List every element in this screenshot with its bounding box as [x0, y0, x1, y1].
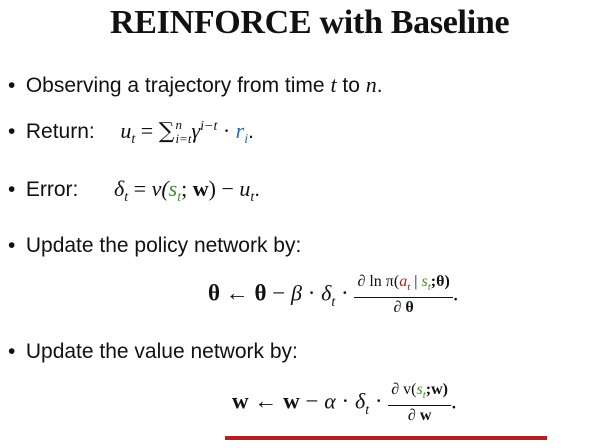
math-dot: · [335, 280, 355, 306]
numerator-prefix: ∂ ln π( [357, 273, 400, 290]
math-close-minus: ) − [208, 176, 240, 201]
math-w: w [192, 176, 209, 201]
bullet-dot: • [8, 74, 16, 97]
math-theta: θ [208, 280, 221, 306]
bullet-text-to: to [336, 74, 366, 97]
math-dot: · [369, 388, 389, 414]
math-w: w [283, 388, 300, 414]
math-arrow: ← [220, 280, 255, 306]
period: . [376, 74, 383, 97]
math-delta-sub: t [365, 402, 370, 418]
sum-symbol: ∑ [158, 119, 175, 144]
math-s-sub: t [427, 281, 431, 294]
fraction-numerator: ∂ v(st;w) [388, 380, 451, 405]
math-s: s [416, 381, 423, 398]
bullet-label: Return: [25, 120, 95, 143]
math-alpha: α [324, 388, 336, 414]
numerator-w: ;w) [425, 381, 449, 398]
math-dot: · [335, 388, 355, 414]
math-gamma-exp: i−t [200, 119, 218, 134]
math-delta-sub: t [331, 294, 336, 310]
sum-limits: n i=t [175, 118, 191, 146]
math-a-sub: t [407, 281, 411, 294]
math-gamma: γ [191, 118, 201, 143]
bullet-text: Observing a trajectory from time [25, 74, 331, 97]
math-equals: = [135, 118, 159, 143]
math-u-sub: t [250, 190, 255, 206]
math-delta: δ [114, 176, 125, 201]
math-r-sub: i [244, 132, 249, 148]
slide-title: REINFORCE with Baseline [110, 4, 510, 41]
period: . [451, 388, 457, 414]
math-dot: · [217, 118, 236, 143]
bullet-trajectory: • Observing a trajectory from time t to … [8, 72, 383, 98]
bullet-dot: • [8, 340, 16, 363]
math-u: u [239, 176, 251, 201]
value-gradient-fraction: ∂ v(st;w) ∂ w [388, 380, 452, 426]
bullet-dot: • [8, 234, 16, 257]
math-minus: − [266, 280, 292, 306]
fraction-denominator: ∂ θ [393, 299, 414, 317]
math-s: s [168, 176, 178, 201]
math-u: u [120, 118, 132, 143]
bullet-value-update: • Update the value network by: [8, 340, 298, 364]
sum-lower: i=t [175, 131, 192, 146]
math-s-sub: t [422, 389, 426, 402]
math-t: t [330, 72, 337, 97]
bullet-return: • Return: ut = ∑ n i=t γi−t · ri. [8, 118, 254, 148]
math-arrow: ← [248, 388, 284, 414]
math-semicolon: ; [181, 176, 193, 201]
period: . [248, 120, 254, 143]
math-w: w [232, 388, 249, 414]
math-delta: δ [321, 280, 332, 306]
math-equals: = [128, 176, 152, 201]
math-s-sub: t [177, 190, 182, 206]
policy-update-equation: θ ← θ − β · δt · ∂ ln π(at | st;θ) ∂ θ. [208, 272, 459, 318]
fraction-bar [388, 405, 452, 407]
numerator-theta: ;θ) [430, 273, 450, 290]
math-delta-sub: t [124, 190, 129, 206]
fraction-numerator: ∂ ln π(at | st;θ) [354, 272, 452, 297]
bullet-label: Error: [25, 178, 79, 201]
fraction-denominator: ∂ w [407, 407, 432, 425]
bullet-dot: • [8, 178, 16, 201]
math-theta: θ [254, 280, 267, 306]
policy-gradient-fraction: ∂ ln π(at | st;θ) ∂ θ [354, 272, 453, 318]
period: . [254, 178, 261, 201]
sum-upper: n [175, 117, 182, 132]
bullet-text: Update the value network by: [25, 340, 298, 363]
math-n: n [365, 72, 377, 97]
math-given: | [410, 273, 422, 290]
bullet-error: • Error: δt = v(st; w) − ut. [8, 176, 260, 206]
math-delta: δ [354, 388, 366, 414]
numerator-prefix: ∂ v( [391, 381, 417, 398]
math-minus: − [299, 388, 325, 414]
bullet-dot: • [8, 120, 16, 143]
bullet-policy-update: • Update the policy network by: [8, 234, 301, 258]
period: . [452, 280, 459, 306]
bullet-text: Update the policy network by: [25, 234, 302, 257]
math-r: r [235, 118, 245, 143]
math-s: s [421, 273, 428, 290]
math-beta: β [291, 280, 302, 306]
value-update-equation: w ← w − α · δt · ∂ v(st;w) ∂ w. [232, 380, 457, 426]
math-u-sub: t [131, 132, 136, 148]
fraction-bar [354, 297, 453, 299]
math-dot: · [301, 280, 322, 306]
math-v: v( [151, 176, 169, 201]
emphasis-underline [225, 436, 547, 440]
math-a: a [399, 273, 408, 290]
